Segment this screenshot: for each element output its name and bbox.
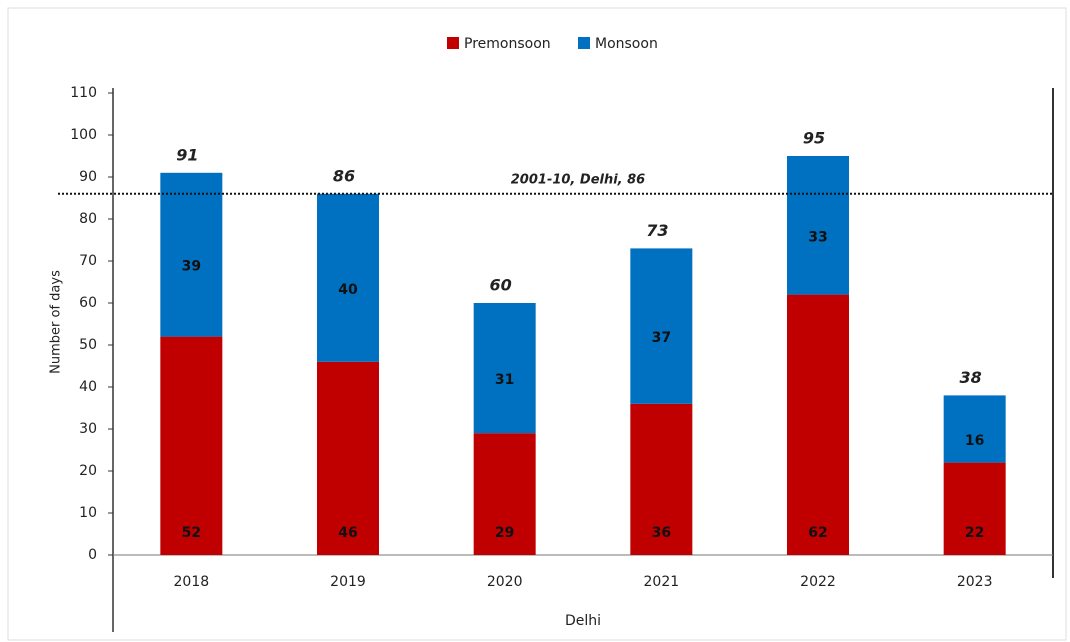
bar-segment	[630, 403, 693, 555]
data-label: 29	[495, 525, 514, 541]
total-label: 60	[490, 276, 512, 295]
data-label: 52	[182, 525, 201, 541]
legend-label: Monsoon	[595, 36, 658, 52]
y-tick-label: 40	[79, 379, 97, 395]
x-tick-label: 2021	[644, 574, 680, 590]
bar-segment	[473, 303, 536, 434]
y-tick-label: 80	[79, 211, 97, 227]
bar-segment	[787, 294, 849, 555]
y-tick-label: 100	[70, 127, 97, 143]
y-tick-label: 10	[79, 505, 97, 521]
bar-segment	[317, 193, 379, 362]
data-label: 46	[338, 525, 357, 541]
x-axis-title: Delhi	[565, 613, 601, 629]
bar-segment	[160, 336, 223, 555]
bar-segment	[630, 248, 693, 404]
total-label: 38	[960, 368, 982, 387]
y-axis-title: Number of days	[49, 270, 64, 374]
y-tick-label: 0	[88, 547, 97, 563]
total-label: 95	[803, 129, 825, 148]
legend-swatch	[447, 37, 459, 49]
bar-segment	[160, 172, 223, 337]
bar-segment	[943, 462, 1006, 555]
data-label: 31	[495, 372, 514, 388]
x-tick-label: 2018	[174, 574, 210, 590]
bar-segment	[473, 433, 536, 555]
y-tick-label: 70	[79, 253, 97, 269]
x-tick-label: 2019	[330, 574, 366, 590]
y-tick-label: 50	[79, 337, 97, 353]
data-label: 40	[338, 282, 358, 298]
total-label: 91	[176, 145, 198, 164]
data-label: 62	[808, 525, 827, 541]
y-tick-label: 30	[79, 421, 97, 437]
bar-segment	[943, 395, 1006, 463]
data-label: 36	[652, 525, 671, 541]
reference-label: 2001-10, Delhi, 86	[511, 172, 645, 187]
y-tick-label: 110	[70, 85, 97, 101]
data-label: 33	[808, 229, 827, 245]
x-tick-label: 2023	[957, 574, 993, 590]
data-label: 37	[652, 330, 671, 346]
bar-segment	[317, 361, 379, 555]
bar-segment	[787, 156, 849, 295]
y-tick-label: 20	[79, 463, 97, 479]
y-tick-label: 60	[79, 295, 97, 311]
y-tick-label: 90	[79, 169, 97, 185]
total-label: 73	[646, 221, 668, 240]
legend-label: Premonsoon	[464, 36, 551, 52]
total-label: 86	[333, 166, 355, 185]
data-label: 16	[965, 433, 984, 449]
x-tick-label: 2022	[800, 574, 836, 590]
data-label: 39	[182, 259, 201, 275]
data-label: 22	[965, 525, 984, 541]
frame	[7, 7, 1067, 641]
x-tick-label: 2020	[487, 574, 523, 590]
legend-swatch	[578, 37, 590, 49]
